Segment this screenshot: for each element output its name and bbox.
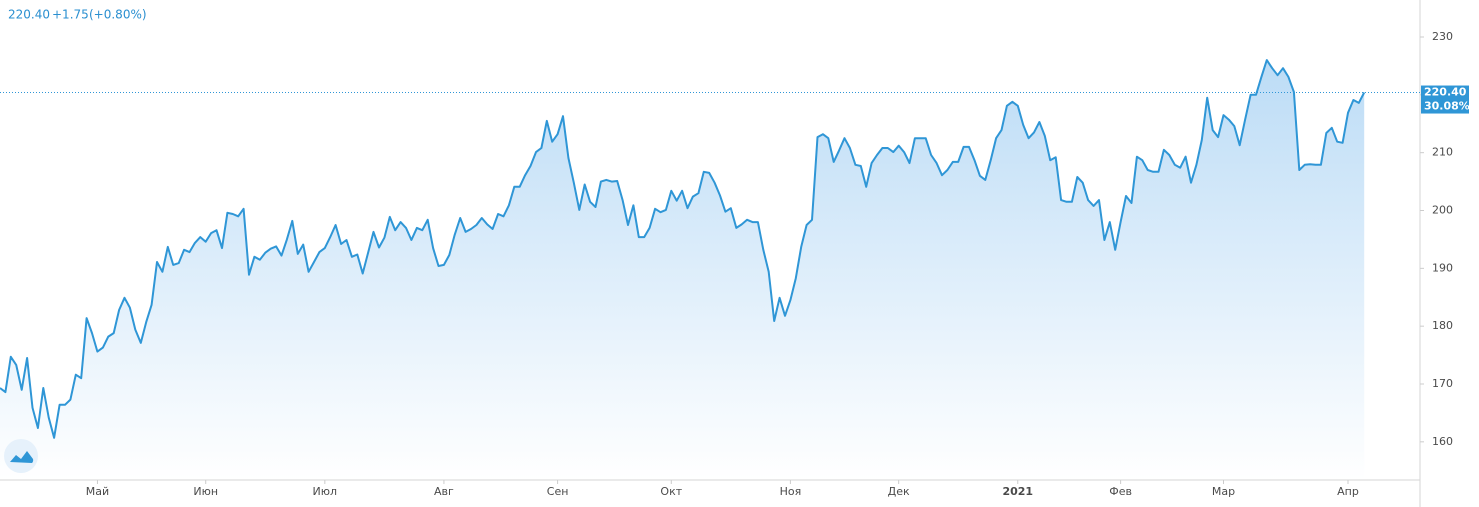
- x-tick-label: Окт: [660, 485, 682, 498]
- logo: [4, 439, 38, 473]
- price-tag: [1421, 85, 1469, 114]
- x-tick-label: Сен: [547, 485, 569, 498]
- x-tick-label: Мар: [1212, 485, 1235, 498]
- y-tick-label: 200: [1432, 204, 1453, 217]
- x-tick-label: Дек: [888, 485, 910, 498]
- x-tick-label: Май: [86, 485, 109, 498]
- y-tick-label: 170: [1432, 377, 1453, 390]
- y-tick-label: 210: [1432, 146, 1453, 159]
- x-tick-label: Апр: [1337, 485, 1359, 498]
- area-fill: [0, 60, 1365, 480]
- header-price: 220.40: [8, 8, 50, 22]
- x-tick-label: Авг: [434, 485, 454, 498]
- price-tag-label: 220.40: [1424, 86, 1467, 99]
- y-tick-label: 230: [1432, 30, 1453, 43]
- header-change: +1.75: [52, 8, 89, 22]
- x-tick-label: Июл: [313, 485, 338, 498]
- plot-area: [0, 59, 1366, 480]
- x-tick-label: 2021: [1002, 485, 1033, 498]
- price-tag-percent: 30.08%: [1424, 100, 1470, 113]
- price-line: [0, 59, 1366, 439]
- x-tick-label: Фев: [1109, 485, 1132, 498]
- y-tick-label: 160: [1432, 435, 1453, 448]
- x-tick-label: Июн: [193, 485, 218, 498]
- y-tick-label: 180: [1432, 319, 1453, 332]
- x-tick-label: Ноя: [780, 485, 802, 498]
- header-change-pct: (+0.80%): [89, 8, 147, 22]
- y-tick-label: 190: [1432, 261, 1453, 274]
